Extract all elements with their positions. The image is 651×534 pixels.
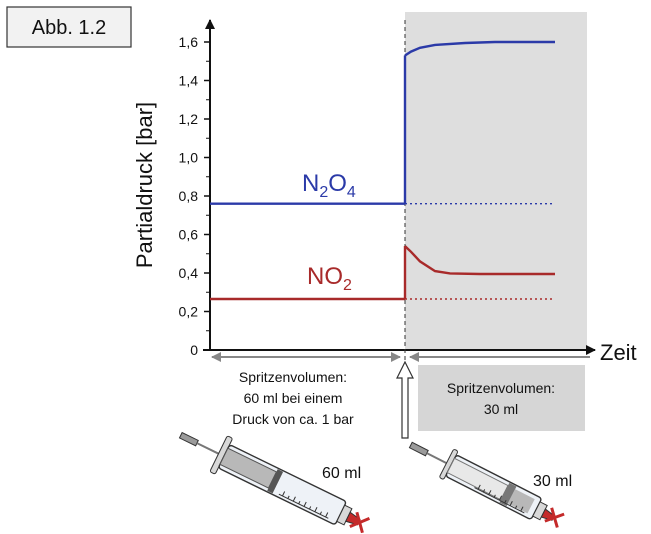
y-tick-label: 1,4 — [179, 73, 199, 89]
series-layer — [210, 40, 555, 301]
syringe-30ml-label: 30 ml — [533, 473, 572, 490]
before-note-line-2: 60 ml bei einem — [244, 390, 343, 406]
y-tick-label: 0,4 — [179, 265, 199, 281]
series-line-after-0 — [404, 40, 555, 57]
syringe-60ml-icon — [178, 431, 371, 534]
series-label-n2o4: N2O4 — [302, 170, 356, 201]
series-line-after-1 — [404, 245, 555, 276]
y-axis-title: Partialdruck [bar] — [132, 102, 157, 268]
y-ticks: 0 0,2 0,4 0,6 0,8 1,0 1,2 1,4 1,6 — [179, 34, 210, 358]
syringe-30ml-icon — [408, 441, 565, 528]
y-tick-label: 0,6 — [179, 227, 199, 243]
compressed-region-shading — [405, 12, 587, 350]
before-note-line-3: Druck von ca. 1 bar — [232, 411, 354, 427]
y-tick-label: 1,0 — [179, 150, 199, 166]
x-axis-title: Zeit — [600, 340, 637, 365]
compression-arrow — [396, 360, 414, 439]
before-note-line-1: Spritzenvolumen: — [239, 369, 347, 385]
after-note-line-2: 30 ml — [484, 401, 518, 417]
series-label-no2: NO2 — [307, 263, 352, 294]
after-note-line-1: Spritzenvolumen: — [447, 380, 555, 396]
figure-label-box — [6, 6, 132, 48]
y-tick-label: 0,2 — [179, 304, 199, 320]
syringe-60ml-label: 60 ml — [322, 465, 361, 482]
y-tick-label: 0 — [190, 342, 198, 358]
y-tick-label: 1,2 — [179, 111, 199, 127]
figure-label: Abb. 1.2 — [32, 17, 107, 39]
y-tick-label: 0,8 — [179, 188, 199, 204]
y-tick-label: 1,6 — [179, 34, 199, 50]
after-note-box — [418, 365, 585, 431]
